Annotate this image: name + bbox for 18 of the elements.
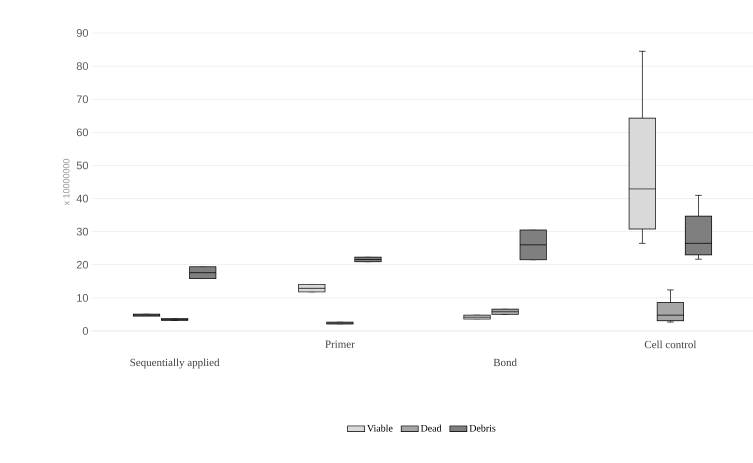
- y-tick-label: 20: [76, 260, 88, 269]
- legend-label: Viable: [367, 424, 393, 432]
- y-tick-label: 30: [76, 228, 88, 236]
- y-tick-label: 50: [76, 162, 88, 170]
- y-tick-label: 70: [76, 95, 88, 104]
- y-tick-label: 60: [76, 128, 88, 136]
- x-tick-label: Cell control: [644, 340, 696, 348]
- legend-label: Debris: [470, 424, 496, 432]
- y-tick-label: 90: [76, 29, 88, 37]
- x-tick-label: Primer: [325, 340, 355, 348]
- x-tick-label: Sequentially applied: [130, 358, 220, 368]
- y-axis-title: x 10000000: [63, 158, 70, 206]
- y-tick-label: 40: [76, 194, 88, 202]
- y-tick-label: 0: [82, 327, 88, 335]
- legend-label: Dead: [420, 424, 442, 432]
- y-tick-label: 80: [76, 62, 88, 70]
- y-tick-label: 10: [77, 294, 88, 302]
- x-tick-label: Bond: [494, 358, 517, 366]
